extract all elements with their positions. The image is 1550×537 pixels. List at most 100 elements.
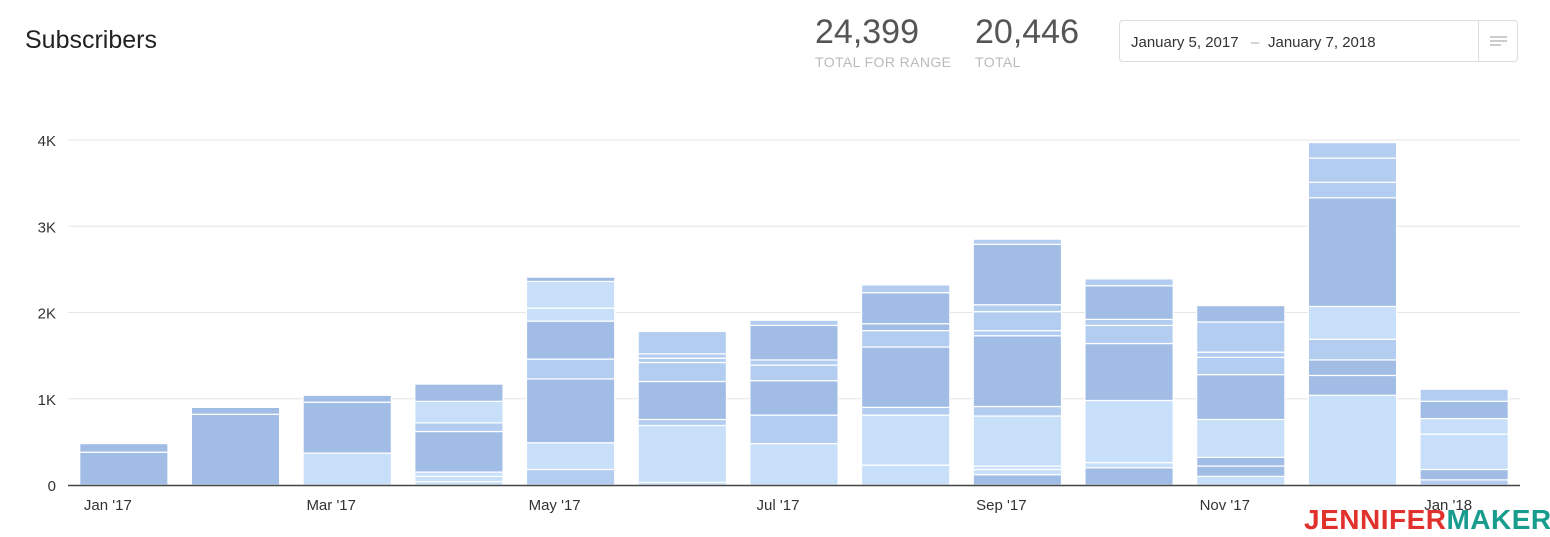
- bar-segment[interactable]: [749, 414, 839, 445]
- bar-segment[interactable]: [1307, 197, 1398, 308]
- bar-segment[interactable]: [749, 319, 839, 327]
- bar-segment[interactable]: [525, 276, 616, 283]
- bar-segment[interactable]: [302, 452, 392, 486]
- bar-segment[interactable]: [525, 442, 616, 471]
- bar-segment[interactable]: [860, 414, 951, 466]
- bar-segment[interactable]: [79, 443, 169, 453]
- bar-segment[interactable]: [1196, 418, 1286, 459]
- bar-segment[interactable]: [525, 468, 616, 486]
- jennifermaker-logo: JENNIFERMAKER: [1304, 503, 1550, 537]
- bar-segment[interactable]: [1307, 359, 1398, 377]
- bar-segment[interactable]: [972, 330, 1063, 337]
- bar-segment[interactable]: [637, 361, 728, 383]
- bar-segment[interactable]: [190, 406, 281, 415]
- bar-segment[interactable]: [972, 335, 1063, 408]
- bar-segment[interactable]: [1419, 479, 1509, 486]
- x-tick-label: Jan '17: [84, 497, 132, 514]
- bar-segment[interactable]: [637, 330, 728, 355]
- bar-segment[interactable]: [749, 359, 839, 366]
- date-range-separator: –: [1251, 34, 1260, 51]
- bar-segment[interactable]: [637, 357, 728, 364]
- bar-segment[interactable]: [302, 394, 392, 403]
- bar-segment[interactable]: [749, 324, 839, 361]
- bar-segment[interactable]: [1419, 388, 1509, 402]
- bar-segment[interactable]: [1196, 374, 1286, 421]
- bar-segment[interactable]: [1084, 461, 1174, 469]
- bar-segment[interactable]: [972, 415, 1063, 467]
- bar-segment[interactable]: [1419, 417, 1509, 435]
- date-range-start[interactable]: January 5, 2017: [1131, 34, 1239, 51]
- x-tick-label: Jul '17: [757, 497, 800, 514]
- bar-segment[interactable]: [860, 323, 951, 332]
- bar-segment[interactable]: [749, 380, 839, 416]
- bar-segment[interactable]: [525, 358, 616, 380]
- bar-segment[interactable]: [414, 400, 504, 424]
- bar-segment[interactable]: [972, 405, 1063, 417]
- bar-segment[interactable]: [1307, 338, 1398, 361]
- bar-segment[interactable]: [1084, 278, 1174, 287]
- bar-segment[interactable]: [414, 471, 504, 477]
- bar-segment[interactable]: [637, 353, 728, 359]
- bar-segment[interactable]: [414, 422, 504, 433]
- bar-segment[interactable]: [1084, 318, 1174, 327]
- bar-segment[interactable]: [1307, 141, 1398, 159]
- bar-segment[interactable]: [1196, 305, 1286, 323]
- bar-segment[interactable]: [1196, 351, 1286, 358]
- bar-segment[interactable]: [1307, 305, 1398, 340]
- bar-segment[interactable]: [190, 413, 281, 486]
- bar-segment[interactable]: [1084, 399, 1174, 464]
- bar-segment[interactable]: [1196, 456, 1286, 467]
- bar-segment[interactable]: [302, 401, 392, 454]
- bar-segment[interactable]: [1084, 342, 1174, 402]
- bar-segment[interactable]: [1307, 394, 1398, 486]
- bar-segment[interactable]: [972, 311, 1063, 332]
- y-tick-label: 1K: [38, 392, 56, 409]
- date-range-picker[interactable]: January 5, 2017 – January 7, 2018: [1119, 20, 1518, 62]
- bar-segment[interactable]: [414, 383, 504, 402]
- bar-segment[interactable]: [1196, 321, 1286, 353]
- total-stat: 20,446 TOTAL: [975, 12, 1079, 70]
- bar-segment[interactable]: [972, 304, 1063, 313]
- x-tick-label: Sep '17: [976, 497, 1026, 514]
- bar-segment[interactable]: [1196, 465, 1286, 477]
- bar-segment[interactable]: [525, 280, 616, 309]
- menu-icon[interactable]: [1478, 21, 1517, 61]
- date-range-end[interactable]: January 7, 2018: [1268, 34, 1376, 51]
- bar-segment[interactable]: [637, 418, 728, 427]
- bar-segment[interactable]: [414, 475, 504, 483]
- bar-segment[interactable]: [1307, 181, 1398, 199]
- bar-segment[interactable]: [749, 364, 839, 382]
- bar-segment[interactable]: [525, 378, 616, 444]
- bar-segment[interactable]: [79, 451, 169, 486]
- bar-segment[interactable]: [1307, 374, 1398, 396]
- bar-segment[interactable]: [1196, 475, 1286, 486]
- bar-segment[interactable]: [860, 406, 951, 416]
- bar-segment[interactable]: [860, 330, 951, 348]
- y-tick-label: 3K: [38, 219, 56, 236]
- bar-segment[interactable]: [860, 284, 951, 294]
- bar-segment[interactable]: [525, 307, 616, 322]
- bar-segment[interactable]: [972, 474, 1063, 486]
- bar-segment[interactable]: [1419, 400, 1509, 420]
- bar-segment[interactable]: [972, 243, 1063, 306]
- bar-segment[interactable]: [525, 320, 616, 360]
- total-for-range-value: 24,399: [815, 13, 919, 51]
- bar-segment[interactable]: [414, 430, 504, 473]
- y-tick-label: 0: [48, 478, 56, 495]
- bar-segment[interactable]: [1307, 157, 1398, 183]
- bar-segment[interactable]: [749, 443, 839, 486]
- bar-segment[interactable]: [860, 346, 951, 408]
- bar-segment[interactable]: [1419, 433, 1509, 471]
- bar-segment[interactable]: [1196, 356, 1286, 376]
- bar-segment[interactable]: [972, 468, 1063, 476]
- x-tick-label: Nov '17: [1200, 497, 1250, 514]
- bar-segment[interactable]: [1084, 324, 1174, 345]
- bar-segment[interactable]: [1084, 467, 1174, 486]
- bar-segment[interactable]: [637, 380, 728, 421]
- bar-segment[interactable]: [972, 238, 1063, 245]
- bar-segment[interactable]: [637, 424, 728, 484]
- bar-segment[interactable]: [1084, 285, 1174, 321]
- bar-segment[interactable]: [860, 292, 951, 325]
- bar-segment[interactable]: [860, 464, 951, 486]
- bar-segment[interactable]: [1419, 468, 1509, 481]
